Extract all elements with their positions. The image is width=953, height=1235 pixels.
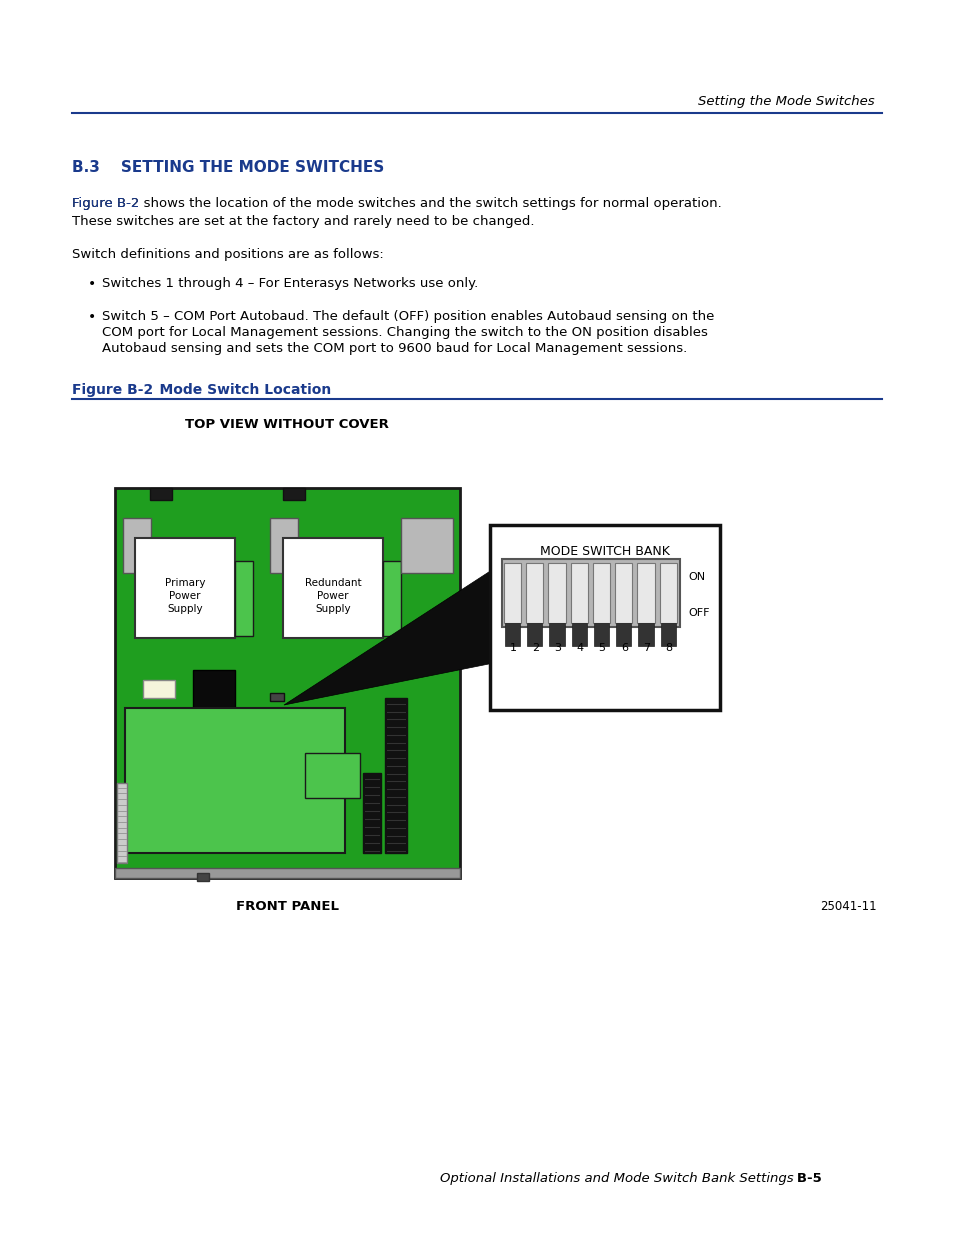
Text: 5: 5 xyxy=(598,643,605,653)
Text: 25041-11: 25041-11 xyxy=(820,900,876,913)
Text: 3: 3 xyxy=(554,643,560,653)
Text: Primary
Power
Supply: Primary Power Supply xyxy=(165,578,205,614)
Text: •: • xyxy=(88,310,96,324)
Bar xyxy=(570,563,587,622)
Bar xyxy=(270,517,297,573)
Bar xyxy=(363,773,380,853)
Text: 6: 6 xyxy=(620,643,627,653)
Text: Optional Installations and Mode Switch Bank Settings: Optional Installations and Mode Switch B… xyxy=(439,1172,793,1186)
Bar xyxy=(526,622,542,646)
Bar xyxy=(548,563,565,622)
Bar xyxy=(490,525,720,710)
Bar xyxy=(196,873,209,881)
Text: COM port for Local Management sessions. Changing the switch to the ON position d: COM port for Local Management sessions. … xyxy=(102,326,707,338)
Bar xyxy=(135,538,234,638)
Bar xyxy=(659,563,677,622)
Text: 4: 4 xyxy=(576,643,583,653)
Polygon shape xyxy=(284,572,490,705)
Text: Switch 5 – COM Port Autobaud. The default (OFF) position enables Autobaud sensin: Switch 5 – COM Port Autobaud. The defaul… xyxy=(102,310,714,324)
Bar xyxy=(615,563,632,622)
Bar xyxy=(501,559,679,627)
Text: OFF: OFF xyxy=(687,608,709,618)
Bar xyxy=(117,783,127,863)
Text: Figure B-2: Figure B-2 xyxy=(71,383,153,396)
Bar xyxy=(305,753,359,798)
Bar xyxy=(385,698,407,853)
Text: 1: 1 xyxy=(509,643,517,653)
Bar xyxy=(549,622,564,646)
Text: ON: ON xyxy=(687,572,704,582)
Bar xyxy=(592,563,610,622)
Text: Figure B-2: Figure B-2 xyxy=(71,198,139,210)
Text: Switches 1 through 4 – For Enterasys Networks use only.: Switches 1 through 4 – For Enterasys Net… xyxy=(102,277,477,290)
Bar xyxy=(616,622,631,646)
Bar xyxy=(234,561,253,636)
Text: MODE SWITCH BANK: MODE SWITCH BANK xyxy=(539,545,669,558)
Text: Mode Switch Location: Mode Switch Location xyxy=(140,383,331,396)
Bar xyxy=(125,708,345,853)
Bar xyxy=(503,563,520,622)
Text: FRONT PANEL: FRONT PANEL xyxy=(235,900,338,913)
Text: Figure B-2 shows the location of the mode switches and the switch settings for n: Figure B-2 shows the location of the mod… xyxy=(71,198,721,228)
Bar xyxy=(193,671,234,708)
Bar xyxy=(593,622,609,646)
Text: 8: 8 xyxy=(664,643,672,653)
Text: Switch definitions and positions are as follows:: Switch definitions and positions are as … xyxy=(71,248,383,261)
Text: B-5: B-5 xyxy=(782,1172,821,1186)
Bar xyxy=(525,563,543,622)
Bar xyxy=(123,517,151,573)
Bar xyxy=(270,693,284,701)
Bar xyxy=(504,622,519,646)
Text: 7: 7 xyxy=(642,643,650,653)
Bar xyxy=(283,488,305,500)
Bar xyxy=(571,622,586,646)
Bar xyxy=(115,488,459,878)
Text: 2: 2 xyxy=(531,643,538,653)
Bar xyxy=(637,563,654,622)
Text: Autobaud sensing and sets the COM port to 9600 baud for Local Management session: Autobaud sensing and sets the COM port t… xyxy=(102,342,686,354)
Bar xyxy=(150,488,172,500)
Text: B.3    SETTING THE MODE SWITCHES: B.3 SETTING THE MODE SWITCHES xyxy=(71,161,384,175)
Text: Setting the Mode Switches: Setting the Mode Switches xyxy=(698,95,874,107)
Bar xyxy=(638,622,653,646)
Text: Redundant
Power
Supply: Redundant Power Supply xyxy=(304,578,361,614)
Bar xyxy=(400,517,453,573)
Bar xyxy=(143,680,174,698)
Bar xyxy=(659,622,675,646)
Bar xyxy=(382,561,400,636)
Bar xyxy=(143,706,174,715)
Bar xyxy=(283,538,382,638)
Text: •: • xyxy=(88,277,96,291)
Bar xyxy=(115,868,459,878)
Text: TOP VIEW WITHOUT COVER: TOP VIEW WITHOUT COVER xyxy=(185,417,389,431)
